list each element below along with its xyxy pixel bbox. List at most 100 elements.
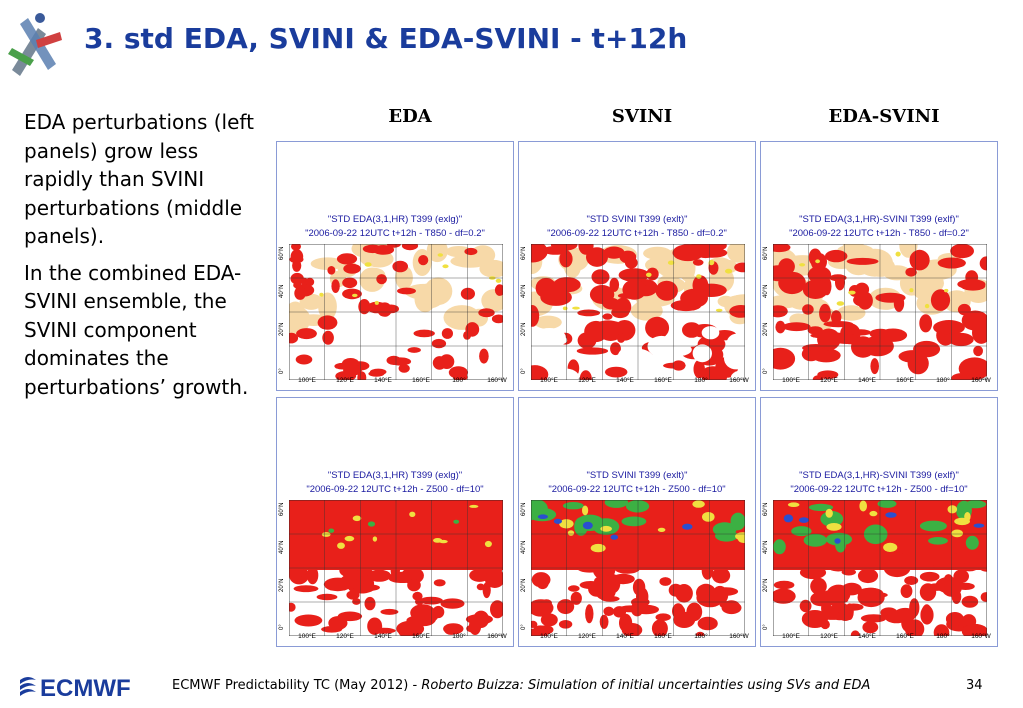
perturbation-map: [531, 500, 745, 636]
ecmwf-emblem-icon: [8, 13, 62, 76]
longitude-label: 140°E: [616, 633, 634, 640]
footer-text-italic: Roberto Buizza: Simulation of initial un…: [421, 678, 871, 693]
latitude-labels: 0° 20°N 40°N 60°N: [763, 500, 773, 636]
longitude-label: 180°: [936, 377, 950, 384]
longitude-labels: 100°E 120°E 140°E 160°E 180° 160°W: [277, 633, 513, 643]
latitude-label: 60°N: [279, 502, 285, 516]
longitude-labels: 100°E 120°E 140°E 160°E 180° 160°W: [761, 377, 997, 387]
latitude-label: 20°N: [763, 578, 769, 592]
latitude-label: 0°: [763, 368, 769, 374]
forecast-panel: "STD EDA(3,1,HR) T399 (exlg)" "2006-09-22…: [276, 397, 514, 647]
forecast-panel: "STD EDA(3,1,HR)-SVINI T399 (exlf)" "2006…: [760, 397, 998, 647]
latitude-label: 60°N: [763, 502, 769, 516]
longitude-label: 160°W: [971, 633, 991, 640]
latitude-label: 20°N: [279, 578, 285, 592]
footer-text: ECMWF Predictability TC (May 2012) - Rob…: [172, 678, 870, 693]
longitude-label: 180°: [694, 377, 708, 384]
longitude-label: 180°: [452, 377, 466, 384]
panel-caption-line2: "2006-09-22 12UTC t+12h - T850 - df=0.2": [305, 228, 485, 239]
latitude-labels: 0° 20°N 40°N 60°N: [279, 244, 289, 380]
longitude-label: 100°E: [782, 377, 800, 384]
longitude-labels: 100°E 120°E 140°E 160°E 180° 160°W: [277, 377, 513, 387]
perturbation-map: [773, 500, 987, 636]
ecmwf-footer-logo: ECMWF: [20, 675, 131, 700]
forecast-panel: "STD EDA(3,1,HR)-SVINI T399 (exlf)" "2006…: [760, 141, 998, 391]
longitude-label: 160°E: [654, 377, 672, 384]
column-header-svini: SVINI: [611, 106, 673, 127]
forecast-panel: "STD SVINI T399 (exlt)" "2006-09-22 12UTC…: [518, 141, 756, 391]
longitude-label: 120°E: [578, 633, 596, 640]
latitude-label: 60°N: [521, 502, 527, 516]
perturbation-map: [531, 244, 745, 380]
latitude-label: 60°N: [279, 246, 285, 260]
longitude-labels: 100°E 120°E 140°E 160°E 180° 160°W: [761, 633, 997, 643]
latitude-label: 60°N: [521, 246, 527, 260]
longitude-label: 160°W: [487, 377, 507, 384]
longitude-label: 140°E: [616, 377, 634, 384]
longitude-label: 180°: [452, 633, 466, 640]
perturbation-map: [289, 244, 503, 380]
longitude-label: 180°: [936, 633, 950, 640]
panel-caption-line2: "2006-09-22 12UTC t+12h - T850 - df=0.2": [789, 228, 969, 239]
longitude-label: 100°E: [298, 377, 316, 384]
panel-caption-line1: "STD SVINI T399 (exlt)": [586, 470, 688, 481]
latitude-label: 0°: [763, 624, 769, 630]
longitude-label: 120°E: [820, 633, 838, 640]
longitude-label: 160°E: [412, 377, 430, 384]
longitude-label: 100°E: [540, 377, 558, 384]
longitude-label: 180°: [694, 633, 708, 640]
longitude-label: 120°E: [820, 377, 838, 384]
body-paragraph-2: In the combined EDA-SVINI ensemble, the …: [24, 260, 249, 399]
longitude-label: 160°W: [729, 377, 749, 384]
latitude-label: 40°N: [763, 284, 769, 298]
latitude-label: 20°N: [521, 322, 527, 336]
panel-caption-line2: "2006-09-22 12UTC t+12h - Z500 - df=10": [548, 484, 726, 495]
latitude-label: 40°N: [521, 284, 527, 298]
body-paragraph-1: EDA perturbations (left panels) grow les…: [24, 110, 254, 248]
panel-caption-line1: "STD EDA(3,1,HR) T399 (exlg)": [327, 214, 463, 225]
longitude-label: 160°E: [896, 633, 914, 640]
latitude-label: 40°N: [763, 540, 769, 554]
longitude-labels: 100°E 120°E 140°E 160°E 180° 160°W: [519, 633, 755, 643]
latitude-labels: 0° 20°N 40°N 60°N: [521, 500, 531, 636]
longitude-label: 160°W: [487, 633, 507, 640]
forecast-panel: "STD EDA(3,1,HR) T399 (exlg)" "2006-09-22…: [276, 141, 514, 391]
panel-caption-line1: "STD EDA(3,1,HR) T399 (exlg)": [327, 470, 463, 481]
longitude-label: 100°E: [782, 633, 800, 640]
latitude-labels: 0° 20°N 40°N 60°N: [763, 244, 773, 380]
latitude-label: 0°: [521, 368, 527, 374]
longitude-label: 160°E: [896, 377, 914, 384]
perturbation-map: [773, 244, 987, 380]
column-header-eda: EDA: [388, 106, 432, 127]
latitude-label: 40°N: [279, 540, 285, 554]
longitude-label: 100°E: [540, 633, 558, 640]
longitude-label: 140°E: [858, 633, 876, 640]
longitude-label: 120°E: [578, 377, 596, 384]
longitude-label: 100°E: [298, 633, 316, 640]
longitude-label: 140°E: [858, 377, 876, 384]
footer-text-plain: ECMWF Predictability TC (May 2012) -: [172, 678, 422, 693]
longitude-label: 140°E: [374, 377, 392, 384]
longitude-label: 160°W: [729, 633, 749, 640]
panel-caption-line2: "2006-09-22 12UTC t+12h - T850 - df=0.2": [547, 228, 727, 239]
panel-caption-line1: "STD EDA(3,1,HR)-SVINI T399 (exlf)": [799, 470, 959, 481]
longitude-labels: 100°E 120°E 140°E 160°E 180° 160°W: [519, 377, 755, 387]
panel-caption-line1: "STD EDA(3,1,HR)-SVINI T399 (exlf)": [799, 214, 959, 225]
latitude-label: 0°: [279, 624, 285, 630]
longitude-label: 160°W: [971, 377, 991, 384]
latitude-label: 20°N: [279, 322, 285, 336]
latitude-label: 0°: [521, 624, 527, 630]
latitude-label: 0°: [279, 368, 285, 374]
body-text: EDA perturbations (left panels) grow les…: [24, 108, 269, 409]
longitude-label: 160°E: [412, 633, 430, 640]
panel-caption-line2: "2006-09-22 12UTC t+12h - Z500 - df=10": [790, 484, 968, 495]
column-header-eda-svini: EDA-SVINI: [828, 106, 940, 127]
latitude-label: 60°N: [763, 246, 769, 260]
panel-caption-line1: "STD SVINI T399 (exlt)": [586, 214, 688, 225]
footer-logo-text: ECMWF: [40, 675, 131, 700]
latitude-label: 20°N: [521, 578, 527, 592]
longitude-label: 140°E: [374, 633, 392, 640]
latitude-label: 20°N: [763, 322, 769, 336]
perturbation-map: [289, 500, 503, 636]
latitude-label: 40°N: [521, 540, 527, 554]
